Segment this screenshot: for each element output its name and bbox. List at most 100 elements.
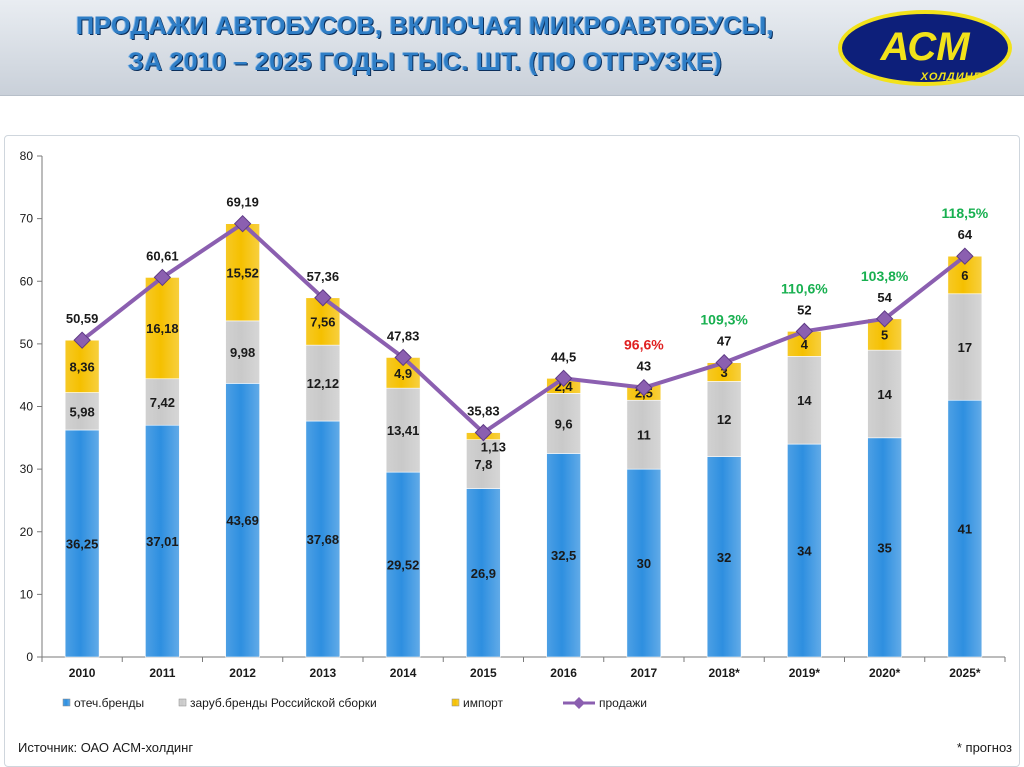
legend-swatch	[62, 698, 71, 707]
segment-label: 6	[961, 268, 968, 283]
bar-foreign-assembled	[706, 381, 742, 457]
bar-domestic	[466, 488, 501, 658]
y-tick-label: 10	[20, 587, 34, 601]
bar-foreign-assembled	[64, 392, 100, 431]
segment-label: 3	[721, 365, 728, 380]
bar-domestic	[225, 383, 260, 658]
bar-domestic	[64, 429, 100, 658]
segment-label: 37,01	[146, 534, 179, 549]
legend-label: импорт	[463, 696, 504, 710]
x-tick-label: 2013	[310, 666, 337, 680]
growth-percent-label: 96,6%	[624, 337, 664, 353]
segment-label: 17	[958, 340, 972, 355]
segment-label: 15,52	[226, 265, 259, 280]
segment-label: 7,42	[150, 395, 175, 410]
legend-label: отеч.бренды	[74, 696, 144, 710]
segment-label: 7,56	[310, 314, 335, 329]
bar-foreign-assembled	[546, 393, 581, 454]
header-banner: ПРОДАЖИ АВТОБУСОВ, ВКЛЮЧАЯ МИКРОАВТОБУСЫ…	[0, 0, 1024, 96]
x-tick-label: 2012	[229, 666, 256, 680]
segment-label: 5,98	[69, 404, 94, 419]
sales-value-label: 35,83	[467, 404, 500, 419]
x-tick-label: 2025*	[949, 666, 981, 680]
bar-domestic	[947, 399, 983, 658]
legend-label: заруб.бренды Российской сборки	[190, 696, 377, 710]
chart-title-line-2: ЗА 2010 – 2025 ГОДЫ ТЫС. ШТ. (ПО ОТГРУЗК…	[128, 48, 722, 76]
legend-marker	[573, 697, 585, 709]
sales-value-label: 60,61	[146, 248, 179, 263]
y-tick-label: 30	[20, 462, 34, 476]
logo-subtext: ХОЛДИНГ	[920, 71, 982, 83]
chart-frame: 0 10 20 30 40 50 60 70 80 2010 2011 2012 2013 2014 201…	[4, 135, 1020, 767]
sales-value-label: 47	[717, 334, 731, 349]
sales-value-label: 64	[958, 227, 973, 242]
x-tick-label: 2017	[631, 666, 658, 680]
segment-label: 14	[877, 387, 892, 402]
sales-marker	[73, 331, 91, 349]
bar-import	[145, 277, 180, 380]
segment-label: 34	[797, 544, 812, 559]
legend-swatch	[178, 698, 187, 707]
logo-ellipse	[842, 14, 1008, 82]
bar-foreign-assembled	[867, 349, 902, 439]
sales-marker	[956, 247, 974, 265]
legend-label: продажи	[599, 696, 647, 710]
sales-marker	[554, 369, 573, 388]
x-tick-label: 2015	[470, 666, 497, 680]
sales-marker	[394, 348, 412, 367]
segment-label: 37,68	[307, 532, 340, 547]
sales-value-label: 69,19	[226, 195, 259, 210]
y-tick-label: 0	[26, 650, 33, 664]
sales-line	[80, 221, 967, 435]
y-tick-label: 70	[20, 212, 34, 226]
y-tick-label: 40	[20, 400, 34, 414]
bar-foreign-assembled	[626, 399, 662, 470]
bar-domestic	[145, 424, 180, 658]
x-tick-label: 2016	[550, 666, 577, 680]
source-note: Источник: ОАО АСМ-холдинг	[18, 740, 194, 755]
forecast-note: * прогноз	[956, 740, 1012, 755]
sales-value-label: 44,5	[551, 349, 576, 364]
segment-label: 9,98	[230, 345, 255, 360]
bar-domestic	[385, 471, 421, 658]
y-tick-label: 80	[20, 149, 34, 163]
y-tick-label: 20	[20, 525, 34, 539]
asm-holding-logo: АСМ ХОЛДИНГ	[838, 10, 1012, 86]
sales-marker	[635, 379, 653, 397]
segment-label: 1,13	[481, 440, 506, 455]
bar-foreign-assembled	[225, 320, 260, 384]
sales-value-label: 52	[797, 302, 811, 317]
segment-label: 11	[637, 428, 651, 443]
x-tick-label: 2018*	[708, 666, 740, 680]
bar-domestic	[626, 468, 662, 658]
segment-label: 5	[881, 327, 888, 342]
x-tick-label: 2020*	[869, 666, 901, 680]
segment-label: 14	[797, 393, 812, 408]
segment-label: 12	[717, 412, 731, 427]
bar-domestic	[546, 453, 581, 658]
segment-label: 16,18	[146, 321, 179, 336]
y-tick-label: 60	[20, 274, 34, 288]
growth-percent-label: 110,6%	[781, 280, 828, 296]
segment-label: 32,5	[551, 548, 576, 563]
sales-marker	[715, 353, 733, 372]
growth-percent-label: 103,8%	[861, 268, 909, 284]
bar-import	[225, 223, 260, 322]
x-tick-label: 2019*	[789, 666, 821, 680]
bar-import	[64, 339, 100, 393]
segment-label: 43,69	[226, 513, 259, 528]
sales-marker	[875, 310, 894, 328]
segment-label: 7,8	[474, 457, 492, 472]
stacked-bar-chart: 0 10 20 30 40 50 60 70 80 2010 2011 2012 2013 2014 201…	[20, 149, 1006, 710]
y-tick-label: 50	[20, 337, 34, 351]
segment-label: 41	[958, 522, 972, 537]
segment-label: 36,25	[66, 536, 99, 551]
segment-label: 13,41	[387, 423, 420, 438]
logo-text: АСМ	[879, 25, 971, 69]
bar-domestic	[706, 456, 742, 658]
bar-domestic	[787, 443, 822, 658]
bar-foreign-assembled	[947, 293, 983, 401]
sales-value-label: 50,59	[66, 311, 99, 326]
growth-percent-label: 118,5%	[942, 205, 989, 221]
sales-value-label: 47,83	[387, 328, 420, 343]
